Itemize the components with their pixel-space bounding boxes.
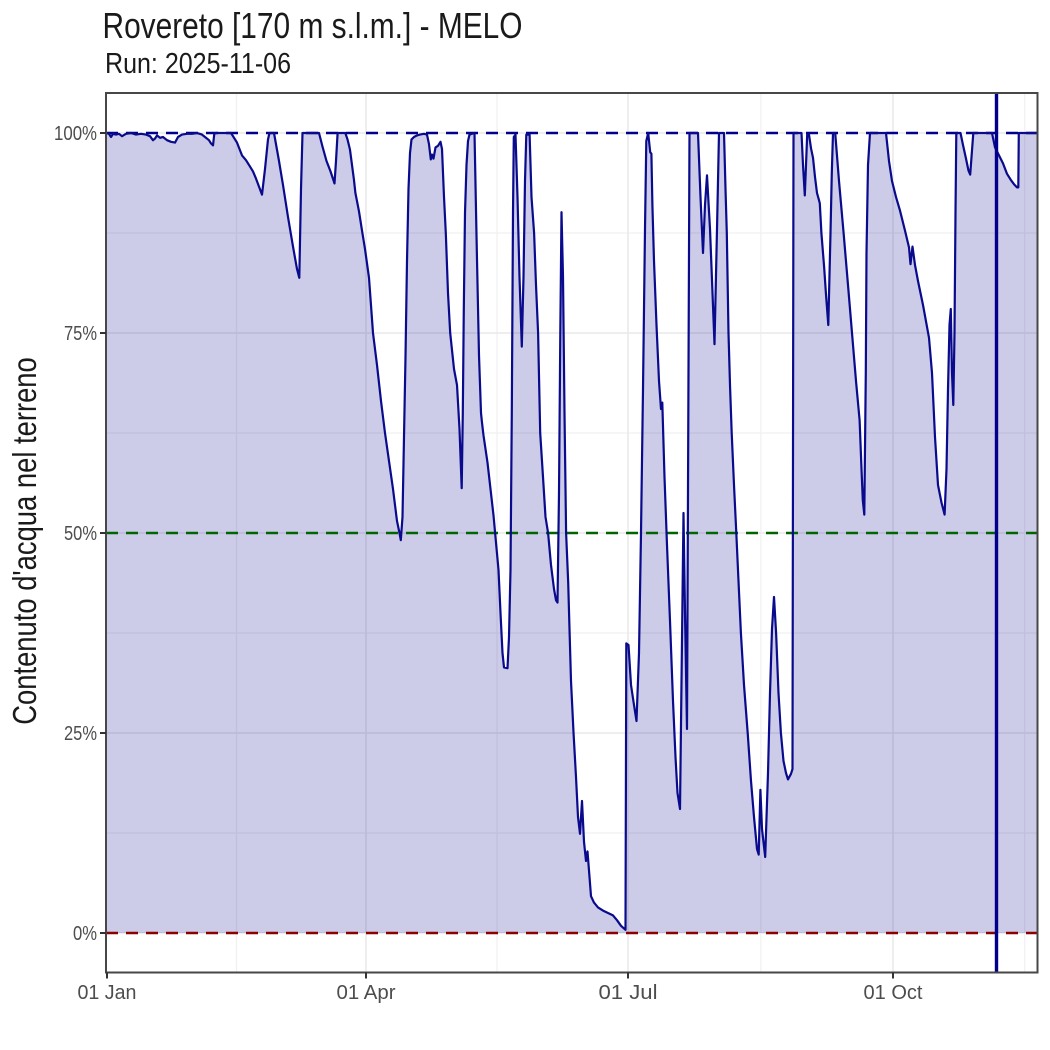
svg-text:Run: 2025-11-06: Run: 2025-11-06 [105,48,291,80]
svg-text:Rovereto [170 m s.l.m.] - MELO: Rovereto [170 m s.l.m.] - MELO [103,5,523,46]
svg-text:01 Oct: 01 Oct [864,982,923,1004]
svg-text:25%: 25% [64,723,97,745]
svg-text:0%: 0% [73,923,97,945]
svg-text:50%: 50% [64,523,97,545]
svg-text:01 Apr: 01 Apr [337,982,396,1004]
svg-text:01 Jul: 01 Jul [599,982,658,1004]
svg-text:75%: 75% [64,323,97,345]
svg-text:100%: 100% [54,123,97,145]
svg-text:Contenuto d'acqua nel terreno: Contenuto d'acqua nel terreno [8,357,44,725]
svg-text:01 Jan: 01 Jan [78,982,137,1004]
